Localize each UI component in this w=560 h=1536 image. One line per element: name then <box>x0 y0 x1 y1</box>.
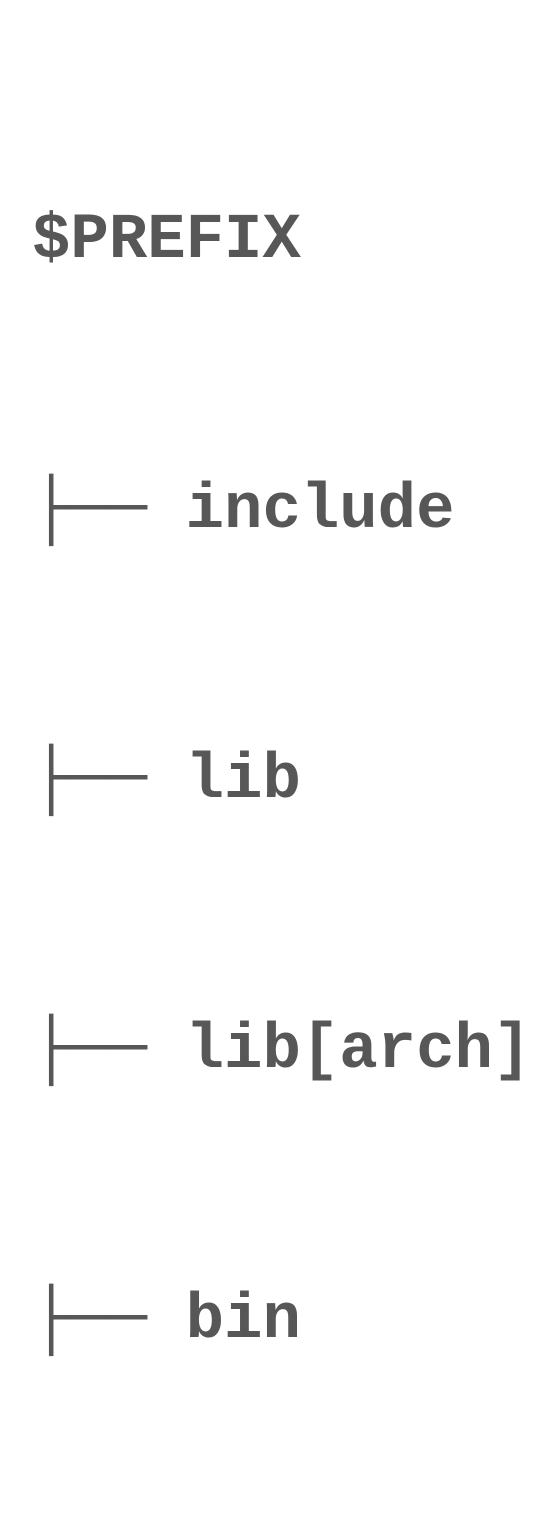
tree-item-include: ├── include <box>32 466 531 556</box>
tree-item-lib: ├── lib <box>32 736 531 826</box>
tree-item-label: bin <box>185 1285 301 1357</box>
branch-connector: ├── <box>32 475 186 547</box>
tree-root: $PREFIX <box>32 205 301 277</box>
branch-connector: ├── <box>32 745 186 817</box>
tree-item-label: lib[arch] <box>185 1015 532 1087</box>
branch-connector: ├── <box>32 1285 186 1357</box>
tree-item-bin: ├── bin <box>32 1276 531 1366</box>
directory-tree: $PREFIX ├── include ├── lib ├── lib[arch… <box>32 16 531 1536</box>
tree-item-label: lib <box>185 745 301 817</box>
branch-connector: ├── <box>32 1015 186 1087</box>
tree-item-lib-arch: ├── lib[arch] <box>32 1006 531 1096</box>
tree-item-label: include <box>185 475 455 547</box>
